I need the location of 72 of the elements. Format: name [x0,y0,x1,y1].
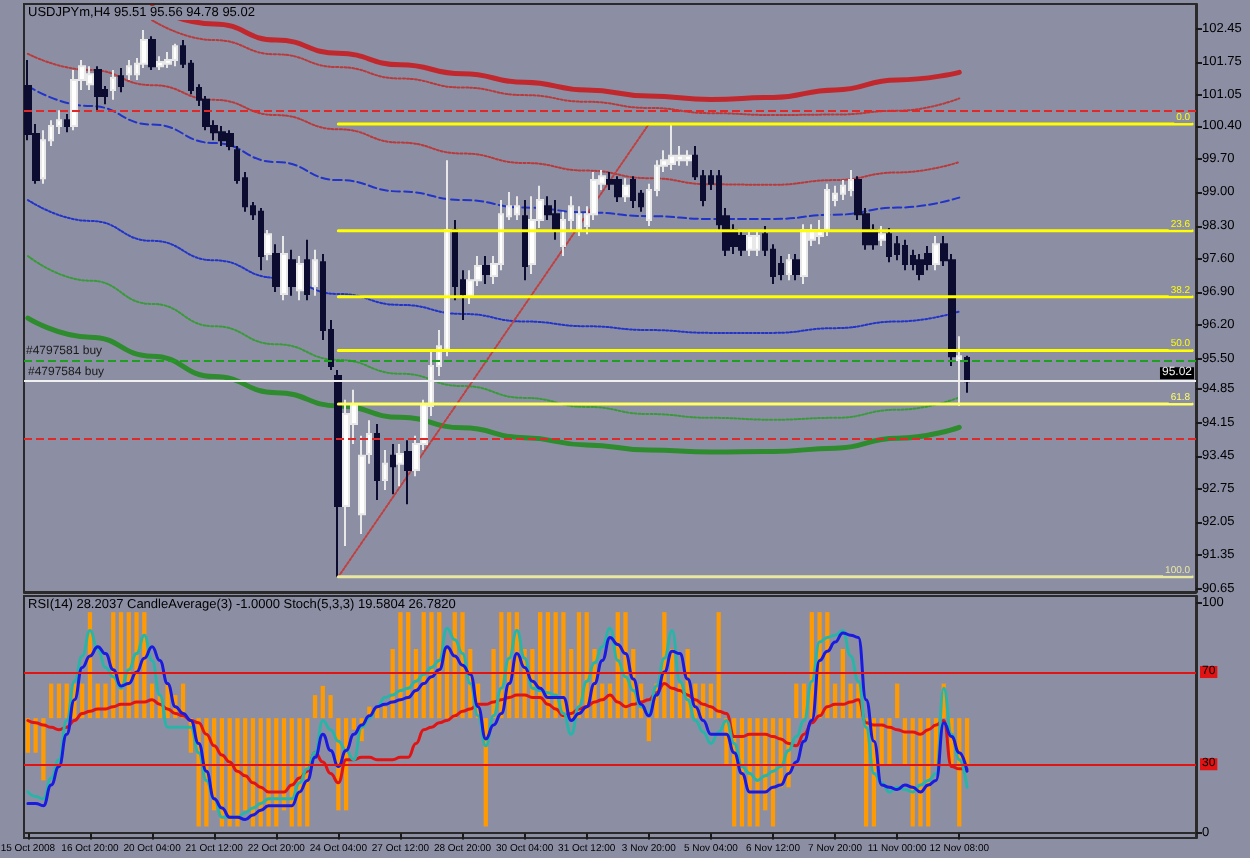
candlestick [334,368,342,578]
bar [646,718,651,742]
bar [41,718,46,781]
candlestick [886,227,892,264]
candlestick [630,175,636,210]
bar [312,695,318,719]
line-series [149,4,962,102]
line-series [25,315,962,455]
candlestick [964,354,970,394]
candlestick [126,59,132,81]
candlestick [746,228,754,257]
candlestick [110,68,116,101]
candlestick [164,50,172,70]
candlestick [148,35,156,71]
candlestick [390,442,396,496]
candlestick [280,235,288,302]
candlestick [64,113,70,134]
candlestick [552,199,560,241]
candlestick [288,248,296,297]
bar [794,683,799,719]
candlestick [514,195,520,221]
candlestick [70,68,78,132]
candlestick [342,398,350,547]
candlestick [296,255,304,302]
candlestick [374,423,380,501]
candlestick [622,177,630,203]
bar [56,683,62,719]
candlestick [86,65,94,91]
bar [964,718,970,765]
candlestick [792,253,800,282]
candlestick [902,238,908,272]
candlestick [614,175,622,203]
candlestick [910,248,916,272]
candlestick [668,123,676,172]
candlestick [482,255,490,285]
bar [235,718,240,827]
candlestick [172,42,178,68]
candlestick [924,245,932,272]
candlestick [522,199,528,282]
bar [49,683,54,719]
bar [429,612,434,719]
candlestick [258,207,264,272]
candlestick [932,235,940,272]
candlestick [738,228,746,257]
candlestick [382,449,388,491]
candlestick [312,248,318,297]
bar [382,706,388,719]
candlestick [118,67,124,94]
candlestick [916,253,924,282]
candlestick [824,182,830,238]
bar [398,612,403,719]
candlestick [396,442,404,488]
candlestick [404,439,412,506]
line-series [26,255,961,421]
candlestick [264,228,272,262]
line-series [26,85,961,220]
bar [895,683,900,719]
line-series [26,199,961,334]
candlestick [684,149,692,167]
candlestick [754,228,760,257]
candlestick [894,235,900,262]
candlestick [272,243,280,294]
candlestick [304,238,310,302]
candlestick [94,65,102,112]
candlestick [878,225,886,248]
candlestick [800,223,808,285]
candlestick [218,124,226,147]
candlestick [786,253,792,282]
bar [320,685,325,719]
bar [887,718,892,765]
candlestick [156,55,164,71]
candlestick [848,169,854,198]
